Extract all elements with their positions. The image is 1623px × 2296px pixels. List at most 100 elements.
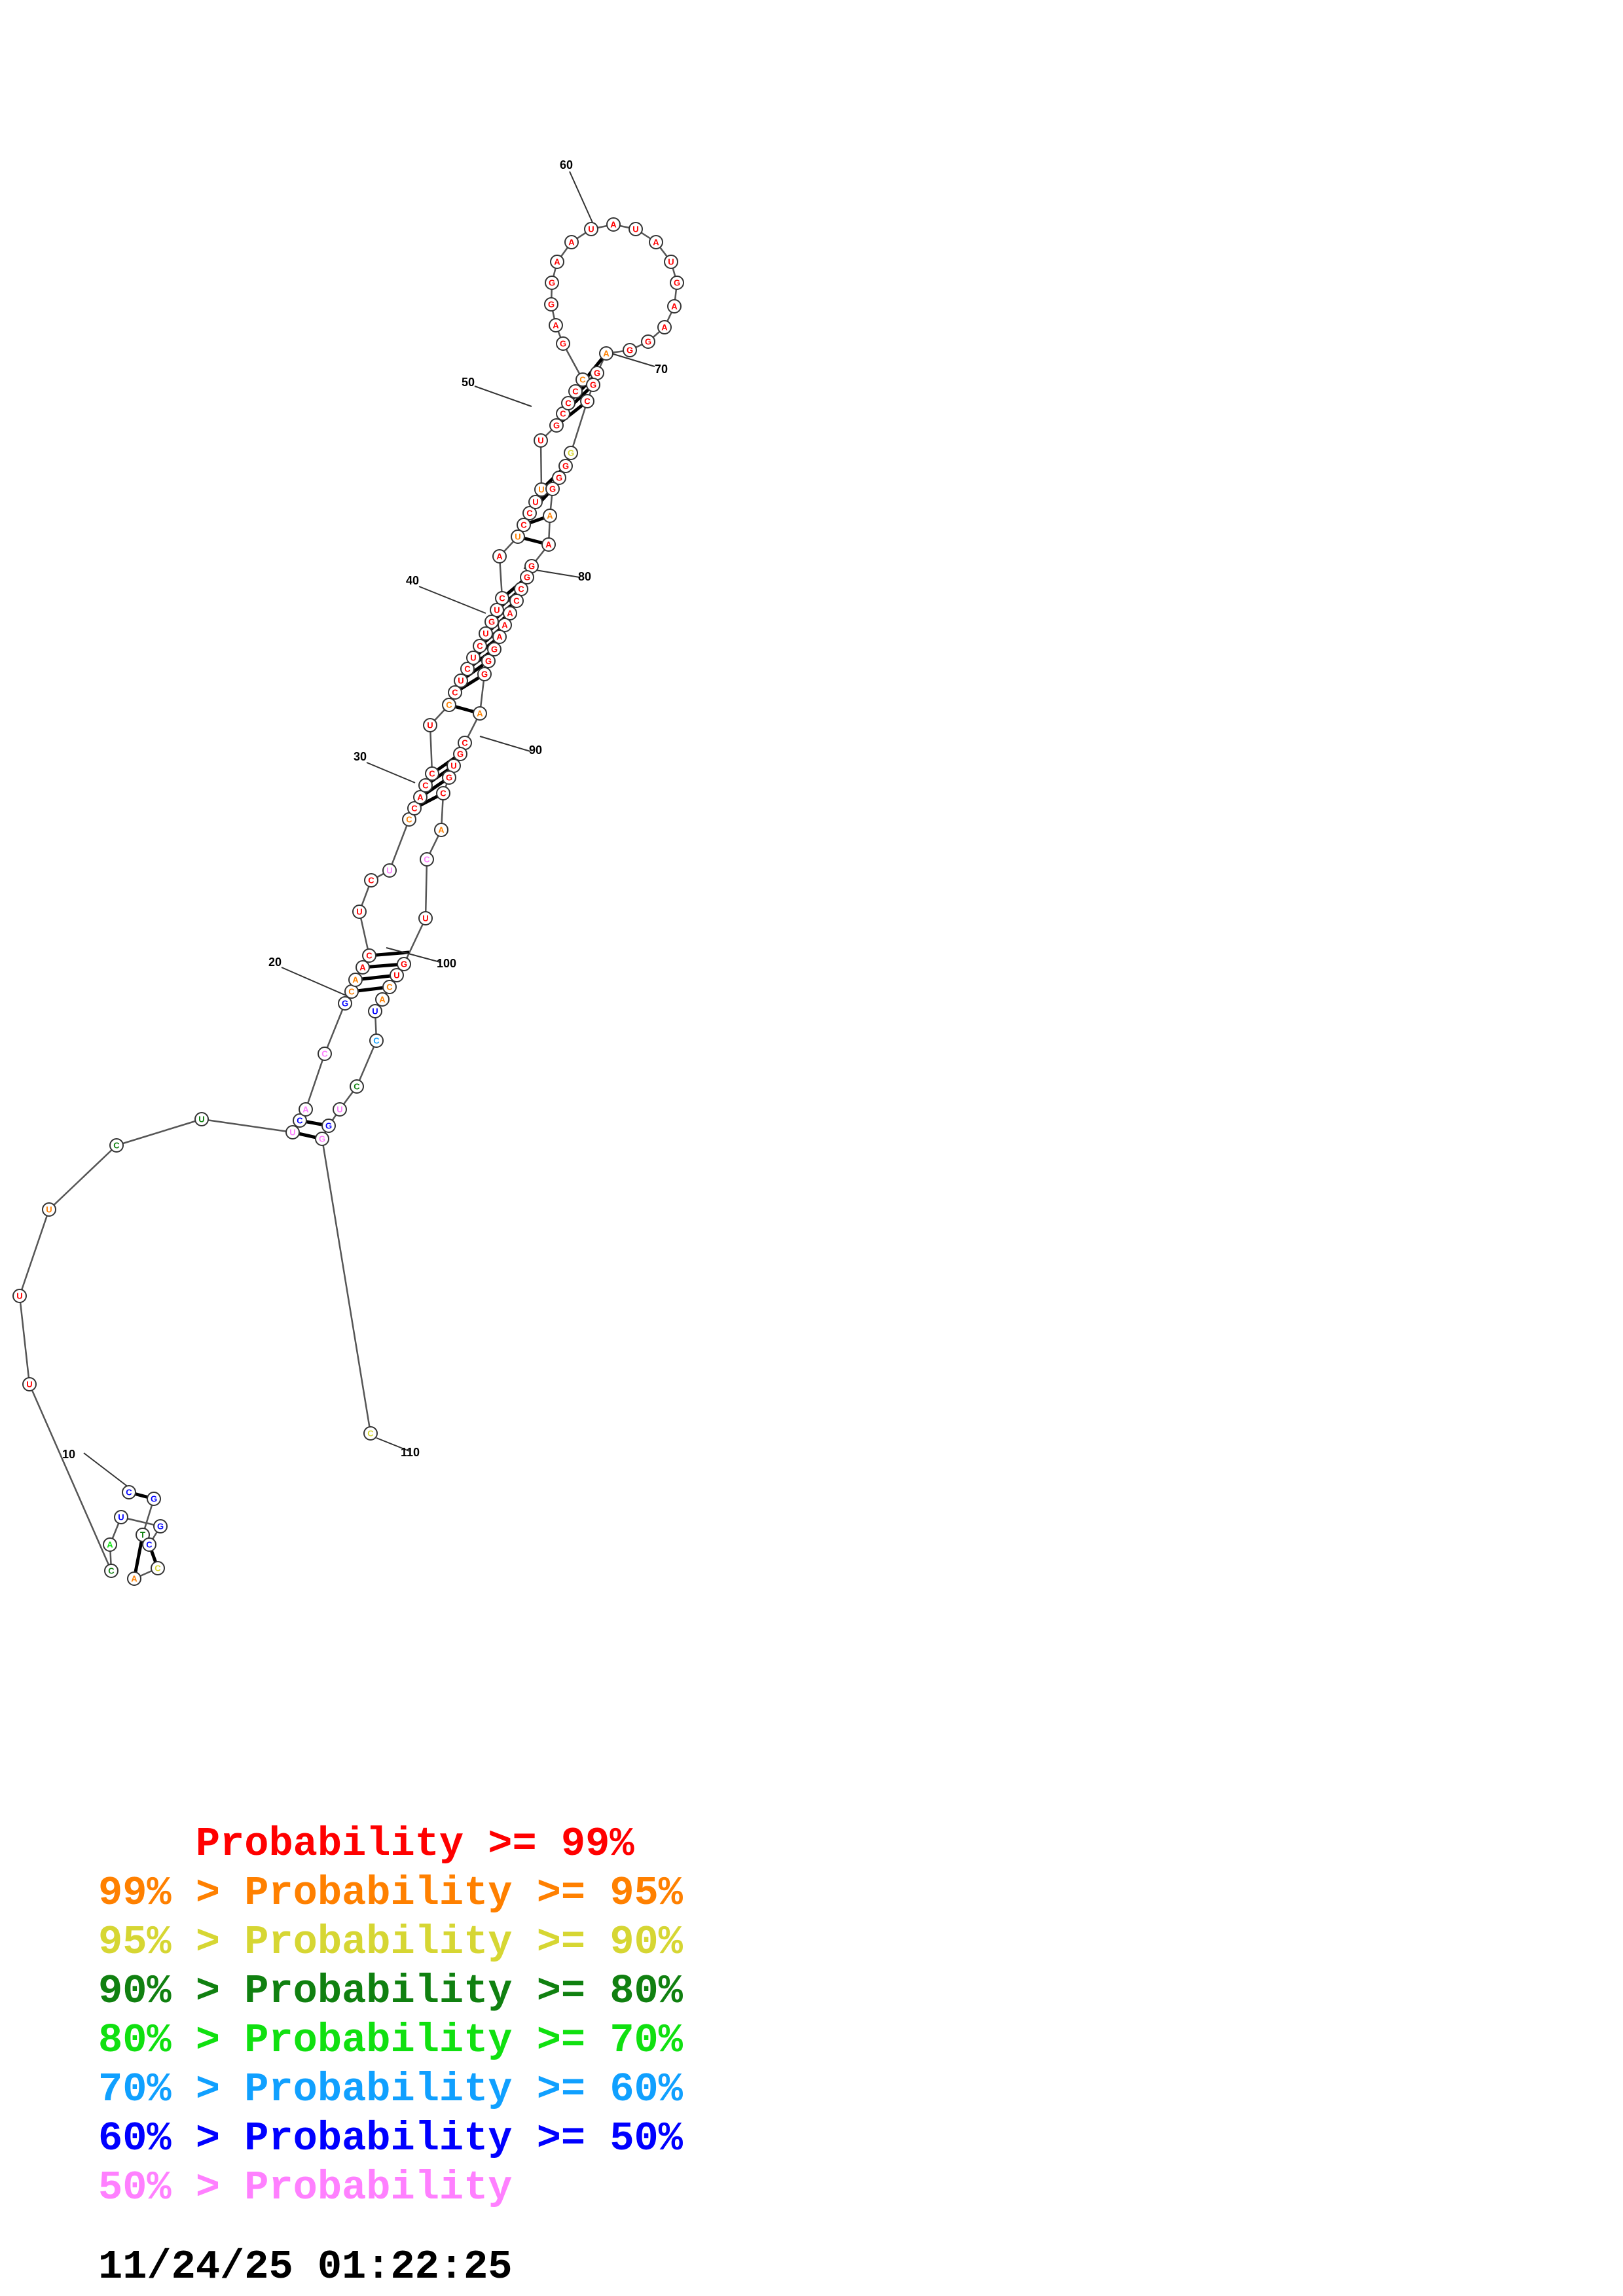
nucleotide: A (299, 1102, 313, 1117)
nucleotide-letter: T (140, 1530, 145, 1540)
nucleotide-letter: G (556, 473, 562, 483)
nucleotide-circle (368, 1004, 382, 1018)
nucleotide: U (352, 905, 367, 919)
legend-prefix: 80% > (98, 2017, 245, 2064)
nucleotide-letter: C (560, 409, 566, 419)
nucleotide: G (641, 334, 655, 349)
nucleotide-letter: C (406, 815, 412, 825)
nucleotide-circle (418, 911, 433, 925)
legend-prefix: 50% > (98, 2164, 245, 2211)
legend-label: Probability (244, 2164, 513, 2211)
nucleotide-letter: G (590, 380, 596, 390)
nucleotide-letter: G (481, 670, 488, 679)
nucleotide-letter: C (572, 387, 579, 397)
nucleotide-circle (580, 394, 594, 408)
nucleotide: C (522, 506, 537, 520)
nucleotide-circle (498, 618, 512, 632)
nucleotide-letter: G (446, 773, 452, 783)
nucleotide-circle (503, 606, 517, 620)
nucleotide-letter: A (352, 975, 359, 985)
nucleotide: A (543, 509, 557, 523)
nucleotide-circle (629, 222, 643, 236)
position-label: 30 (354, 750, 367, 763)
nucleotide: A (541, 537, 556, 552)
nucleotide-letter: G (627, 346, 633, 355)
nucleotide: A (356, 960, 370, 975)
nucleotide-circle (362, 948, 376, 963)
nucleotide-letter: A (496, 552, 503, 562)
nucleotide: U (664, 255, 678, 269)
nucleotide-circle (356, 960, 370, 975)
nucleotide: C (142, 1537, 156, 1552)
nucleotide: G (481, 654, 496, 668)
nucleotide: G (147, 1492, 161, 1506)
nucleotide-circle (528, 495, 543, 509)
probability-legend: Probability >= 99% 99% > Probability >= … (98, 1820, 683, 2212)
nucleotide-circle (285, 1125, 300, 1139)
position-markers: 10 20 30 40 50 60 70 80 90 100 110 (62, 158, 668, 1488)
nucleotide-letter: G (674, 278, 680, 288)
nucleotide: C (418, 778, 433, 793)
nucleotide: U (42, 1202, 56, 1217)
nucleotide: U (511, 529, 525, 544)
nucleotide-circle (318, 1047, 332, 1061)
nucleotide-letter: C (422, 781, 429, 791)
legend-row-p90: 95% > Probability >= 90% (98, 1918, 683, 1967)
backbone-segment (18, 1295, 31, 1385)
nucleotide-letter: C (386, 982, 393, 992)
nucleotide-circle (522, 506, 537, 520)
nucleotide-circle (293, 1113, 307, 1128)
nucleotide-circle (442, 770, 456, 785)
legend-label: Probability >= 80% (244, 1968, 683, 2015)
position-tick (386, 947, 441, 963)
legend-label: Probability >= 90% (244, 1919, 683, 1965)
nucleotide-letter: C (297, 1116, 303, 1126)
position-label: 110 (401, 1446, 420, 1459)
nucleotide-letter: C (462, 738, 468, 748)
nucleotide-letter: U (427, 721, 433, 730)
backbone-segment (48, 1145, 117, 1210)
nucleotide: U (368, 1004, 382, 1018)
legend-row-p70: 80% > Probability >= 70% (98, 2016, 683, 2065)
nucleotide-letter: C (464, 664, 471, 674)
nucleotide: G (397, 957, 411, 971)
nucleotide: C (407, 801, 422, 816)
nucleotide: C (580, 394, 594, 408)
nucleotide-letter: U (458, 676, 464, 686)
nucleotide-circle (564, 446, 578, 460)
nucleotide-letter: C (354, 1082, 360, 1092)
nucleotide: G (545, 276, 559, 290)
nucleotide-circle (109, 1138, 124, 1153)
nucleotide-letter: C (108, 1566, 115, 1576)
nucleotide-circle (511, 529, 525, 544)
nucleotide-letter: C (368, 876, 374, 886)
legend-prefix: 95% > (98, 1919, 245, 1965)
nucleotide-circle (641, 334, 655, 349)
nucleotide: A (473, 706, 487, 721)
nucleotide-circle (466, 651, 481, 665)
nucleotide-circle (517, 518, 531, 532)
nucleotide-letter: G (401, 960, 407, 969)
nucleotide-circle (473, 706, 487, 721)
nucleotide: U (423, 718, 437, 732)
nucleotide-letter: A (545, 540, 552, 550)
nucleotide: G (477, 667, 492, 681)
position-label: 20 (268, 956, 282, 969)
nucleotide-circle (606, 217, 621, 232)
nucleotide-letter: G (528, 562, 535, 571)
nucleotide-letter: G (594, 368, 600, 378)
nucleotide-circle (299, 1102, 313, 1117)
nucleotide-letter: G (549, 278, 555, 288)
nucleotide-circle (315, 1132, 329, 1146)
nucleotide-letter: A (547, 511, 553, 521)
backbone-segment (116, 1118, 202, 1147)
nucleotide-circle (670, 276, 684, 290)
nucleotide-letter: G (568, 448, 574, 458)
nucleotide: G (556, 336, 570, 351)
nucleotide: A (667, 299, 682, 314)
nucleotide-letter: A (507, 609, 513, 619)
nucleotide: U (12, 1289, 27, 1303)
nucleotide-circle (561, 396, 575, 410)
nucleotide-letter: C (366, 951, 373, 961)
nucleotide-letter: U (26, 1380, 32, 1390)
